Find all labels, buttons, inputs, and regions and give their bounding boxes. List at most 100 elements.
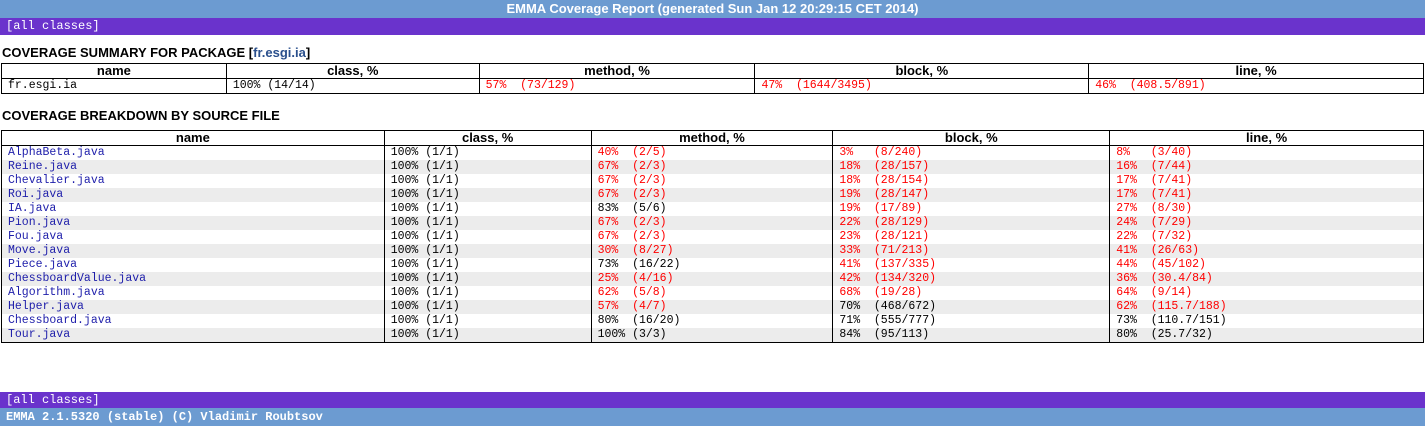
table-row: Algorithm.java 100% (1/1) 62% (5/8) 68% (19… <box>1 286 1424 300</box>
report-title: EMMA Coverage Report (generated Sun Jan … <box>0 0 1425 18</box>
summary-name: fr.esgi.ia <box>1 78 227 94</box>
col-block: block, % <box>832 130 1111 146</box>
col-method: method, % <box>478 63 756 79</box>
cell-method: 83% (5/6) <box>590 202 834 216</box>
cell-line: 62% (115.7/188) <box>1109 300 1424 314</box>
cell-class: 100% (1/1) <box>383 188 592 202</box>
table-row: ChessboardValue.java 100% (1/1) 25% (4/16)… <box>1 272 1424 286</box>
cell-line: 73% (110.7/151) <box>1109 314 1424 328</box>
cell-class: 100% (1/1) <box>383 160 592 174</box>
cell-method: 67% (2/3) <box>590 216 834 230</box>
cell-method: 100% (3/3) <box>590 328 834 343</box>
cell-line: 22% (7/32) <box>1109 230 1424 244</box>
cell-line: 64% (9/14) <box>1109 286 1424 300</box>
cell-method: 67% (2/3) <box>590 230 834 244</box>
col-line: line, % <box>1088 63 1424 79</box>
summary-line: 46% (408.5/891) <box>1088 78 1424 94</box>
cell-block: 3% (8/240) <box>832 145 1111 160</box>
cell-method: 57% (4/7) <box>590 300 834 314</box>
col-line: line, % <box>1109 130 1424 146</box>
col-name: name <box>1 63 227 79</box>
cell-method: 67% (2/3) <box>590 188 834 202</box>
cell-name[interactable]: IA.java <box>1 202 385 216</box>
cell-block: 19% (17/89) <box>832 202 1111 216</box>
table-row: Helper.java 100% (1/1) 57% (4/7) 70% (468/6… <box>1 300 1424 314</box>
cell-line: 17% (7/41) <box>1109 174 1424 188</box>
cell-class: 100% (1/1) <box>383 328 592 343</box>
cell-line: 8% (3/40) <box>1109 145 1424 160</box>
cell-class: 100% (1/1) <box>383 314 592 328</box>
summary-heading-text: COVERAGE SUMMARY FOR PACKAGE [ <box>2 45 254 60</box>
cell-class: 100% (1/1) <box>383 300 592 314</box>
cell-class: 100% (1/1) <box>383 174 592 188</box>
table-row: Tour.java 100% (1/1) 100% (3/3) 84% (95/113… <box>1 328 1424 343</box>
breakdown-heading: COVERAGE BREAKDOWN BY SOURCE FILE <box>2 108 280 123</box>
summary-heading: COVERAGE SUMMARY FOR PACKAGE [fr.esgi.ia… <box>0 43 1425 63</box>
cell-name[interactable]: Move.java <box>1 244 385 258</box>
table-row: IA.java 100% (1/1) 83% (5/6) 19% (17/89) 27%… <box>1 202 1424 216</box>
summary-row: fr.esgi.ia 100% (14/14) 57% (73/129) 47%… <box>1 78 1424 94</box>
cell-line: 80% (25.7/32) <box>1109 328 1424 343</box>
cell-block: 23% (28/121) <box>832 230 1111 244</box>
summary-table: name class, % method, % block, % line, %… <box>1 63 1424 94</box>
cell-name[interactable]: Pion.java <box>1 216 385 230</box>
cell-method: 67% (2/3) <box>590 174 834 188</box>
cell-name[interactable]: Chessboard.java <box>1 314 385 328</box>
cell-name[interactable]: Reine.java <box>1 160 385 174</box>
cell-method: 25% (4/16) <box>590 272 834 286</box>
cell-name[interactable]: Algorithm.java <box>1 286 385 300</box>
cell-name[interactable]: ChessboardValue.java <box>1 272 385 286</box>
cell-block: 18% (28/157) <box>832 160 1111 174</box>
summary-block: 47% (1644/3495) <box>754 78 1090 94</box>
cell-line: 16% (7/44) <box>1109 160 1424 174</box>
breakdown-body: AlphaBeta.java 100% (1/1) 40% (2/5) 3% (8/2… <box>1 145 1424 343</box>
table-row: Pion.java 100% (1/1) 67% (2/3) 22% (28/129)… <box>1 216 1424 230</box>
col-method: method, % <box>590 130 834 146</box>
cell-block: 41% (137/335) <box>832 258 1111 272</box>
cell-name[interactable]: Chevalier.java <box>1 174 385 188</box>
col-class: class, % <box>225 63 480 79</box>
cell-line: 24% (7/29) <box>1109 216 1424 230</box>
cell-line: 41% (26/63) <box>1109 244 1424 258</box>
cell-name[interactable]: Tour.java <box>1 328 385 343</box>
cell-name[interactable]: Helper.java <box>1 300 385 314</box>
cell-block: 18% (28/154) <box>832 174 1111 188</box>
all-classes-link[interactable]: [all classes] <box>6 19 100 33</box>
col-name: name <box>1 130 385 146</box>
cell-method: 80% (16/20) <box>590 314 834 328</box>
table-row: Chessboard.java 100% (1/1) 80% (16/20) 71% … <box>1 314 1424 328</box>
cell-method: 62% (5/8) <box>590 286 834 300</box>
all-classes-nav: [all classes] <box>0 18 1425 35</box>
cell-block: 42% (134/320) <box>832 272 1111 286</box>
cell-block: 84% (95/113) <box>832 328 1111 343</box>
footer-credit: EMMA 2.1.5320 (stable) (C) Vladimir Roub… <box>0 408 1425 426</box>
table-row: Roi.java 100% (1/1) 67% (2/3) 19% (28/147) 1… <box>1 188 1424 202</box>
cell-name[interactable]: Piece.java <box>1 258 385 272</box>
cell-block: 68% (19/28) <box>832 286 1111 300</box>
summary-heading-close: ] <box>305 45 311 60</box>
table-row: Piece.java 100% (1/1) 73% (16/22) 41% (137/… <box>1 258 1424 272</box>
table-row: AlphaBeta.java 100% (1/1) 40% (2/5) 3% (8/2… <box>1 145 1424 160</box>
col-class: class, % <box>383 130 592 146</box>
cell-class: 100% (1/1) <box>383 286 592 300</box>
cell-method: 67% (2/3) <box>590 160 834 174</box>
table-row: Move.java 100% (1/1) 30% (8/27) 33% (71/213… <box>1 244 1424 258</box>
table-row: Fou.java 100% (1/1) 67% (2/3) 23% (28/121) 2… <box>1 230 1424 244</box>
breakdown-table: name class, % method, % block, % line, %… <box>1 130 1424 343</box>
all-classes-link-bottom[interactable]: [all classes] <box>6 393 100 407</box>
col-block: block, % <box>754 63 1090 79</box>
cell-method: 30% (8/27) <box>590 244 834 258</box>
table-row: Reine.java 100% (1/1) 67% (2/3) 18% (28/157… <box>1 160 1424 174</box>
cell-name[interactable]: Roi.java <box>1 188 385 202</box>
cell-class: 100% (1/1) <box>383 202 592 216</box>
cell-class: 100% (1/1) <box>383 145 592 160</box>
all-classes-nav-bottom: [all classes] <box>0 392 1425 408</box>
cell-block: 22% (28/129) <box>832 216 1111 230</box>
cell-block: 70% (468/672) <box>832 300 1111 314</box>
package-name: fr.esgi.ia <box>253 45 306 60</box>
cell-name[interactable]: Fou.java <box>1 230 385 244</box>
cell-class: 100% (1/1) <box>383 216 592 230</box>
cell-block: 33% (71/213) <box>832 244 1111 258</box>
cell-name[interactable]: AlphaBeta.java <box>1 145 385 160</box>
cell-class: 100% (1/1) <box>383 230 592 244</box>
